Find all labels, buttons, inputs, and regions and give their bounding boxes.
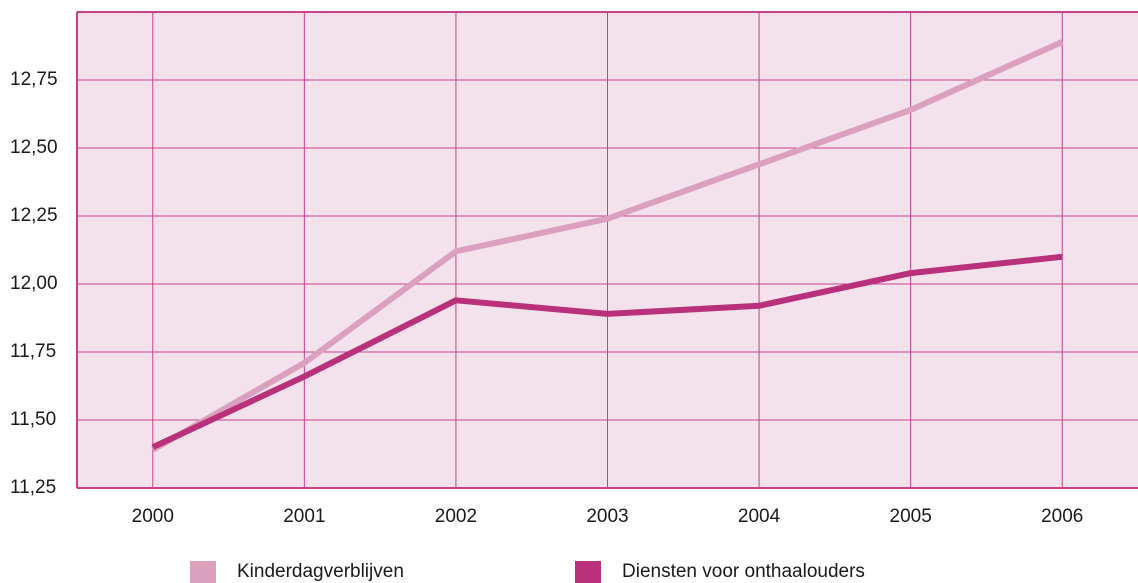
series-line: [151, 39, 1064, 453]
legend-label: Kinderdagverblijven: [237, 561, 404, 582]
x-tick-label: 2000: [132, 506, 174, 527]
legend-label: Diensten voor onthaalouders: [622, 561, 865, 582]
x-tick-label: 2001: [283, 506, 325, 527]
y-tick-label: 12,50: [10, 137, 58, 158]
series-line: [151, 253, 1063, 450]
x-tick-label: 2002: [435, 506, 477, 527]
y-tick-label: 12,75: [10, 69, 58, 90]
x-tick-label: 2006: [1041, 506, 1083, 527]
x-tick-label: 2004: [738, 506, 781, 527]
y-tick-label: 11,25: [10, 477, 56, 498]
y-tick-label: 11,50: [10, 409, 56, 430]
y-tick-label: 12,25: [10, 205, 58, 226]
y-tick-label: 11,75: [10, 341, 56, 362]
y-tick-label: 12,00: [10, 273, 58, 294]
legend-swatch: [575, 561, 601, 583]
legend-swatch: [190, 561, 216, 583]
x-tick-label: 2005: [890, 506, 932, 527]
x-tick-label: 2003: [586, 506, 628, 527]
